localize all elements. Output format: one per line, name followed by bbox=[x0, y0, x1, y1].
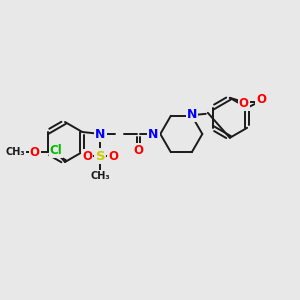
Text: O: O bbox=[133, 143, 143, 157]
Text: N: N bbox=[95, 128, 106, 140]
Text: CH₃: CH₃ bbox=[6, 147, 26, 157]
Text: CH₃: CH₃ bbox=[91, 171, 110, 181]
Text: N: N bbox=[187, 108, 197, 121]
Text: O: O bbox=[82, 149, 92, 163]
Text: Cl: Cl bbox=[50, 145, 62, 158]
Text: O: O bbox=[108, 149, 118, 163]
Text: O: O bbox=[239, 97, 249, 110]
Text: O: O bbox=[30, 146, 40, 158]
Text: N: N bbox=[148, 128, 158, 140]
Text: O: O bbox=[256, 93, 266, 106]
Text: S: S bbox=[95, 149, 105, 163]
